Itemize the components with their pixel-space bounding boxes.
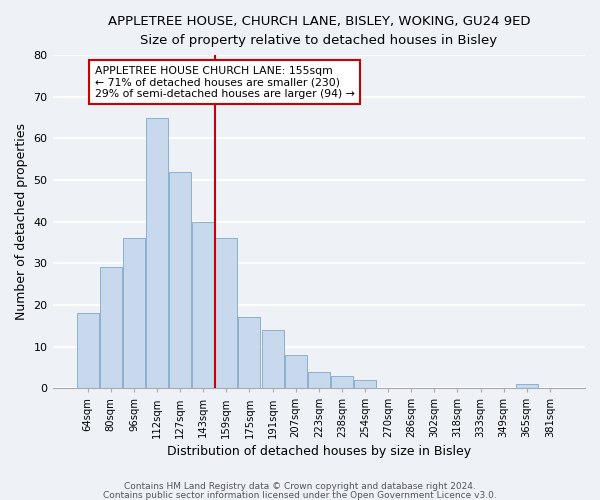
Bar bbox=[77, 313, 98, 388]
Text: Contains public sector information licensed under the Open Government Licence v3: Contains public sector information licen… bbox=[103, 490, 497, 500]
Bar bbox=[331, 376, 353, 388]
Title: APPLETREE HOUSE, CHURCH LANE, BISLEY, WOKING, GU24 9ED
Size of property relative: APPLETREE HOUSE, CHURCH LANE, BISLEY, WO… bbox=[107, 15, 530, 47]
Bar bbox=[169, 172, 191, 388]
Bar bbox=[516, 384, 538, 388]
Text: APPLETREE HOUSE CHURCH LANE: 155sqm
← 71% of detached houses are smaller (230)
2: APPLETREE HOUSE CHURCH LANE: 155sqm ← 71… bbox=[95, 66, 355, 98]
Bar bbox=[192, 222, 214, 388]
Bar bbox=[308, 372, 330, 388]
Bar bbox=[100, 268, 122, 388]
Bar bbox=[146, 118, 168, 388]
X-axis label: Distribution of detached houses by size in Bisley: Distribution of detached houses by size … bbox=[167, 444, 471, 458]
Bar bbox=[284, 355, 307, 388]
Text: Contains HM Land Registry data © Crown copyright and database right 2024.: Contains HM Land Registry data © Crown c… bbox=[124, 482, 476, 491]
Bar bbox=[123, 238, 145, 388]
Y-axis label: Number of detached properties: Number of detached properties bbox=[15, 123, 28, 320]
Bar bbox=[354, 380, 376, 388]
Bar bbox=[215, 238, 238, 388]
Bar bbox=[238, 318, 260, 388]
Bar bbox=[262, 330, 284, 388]
